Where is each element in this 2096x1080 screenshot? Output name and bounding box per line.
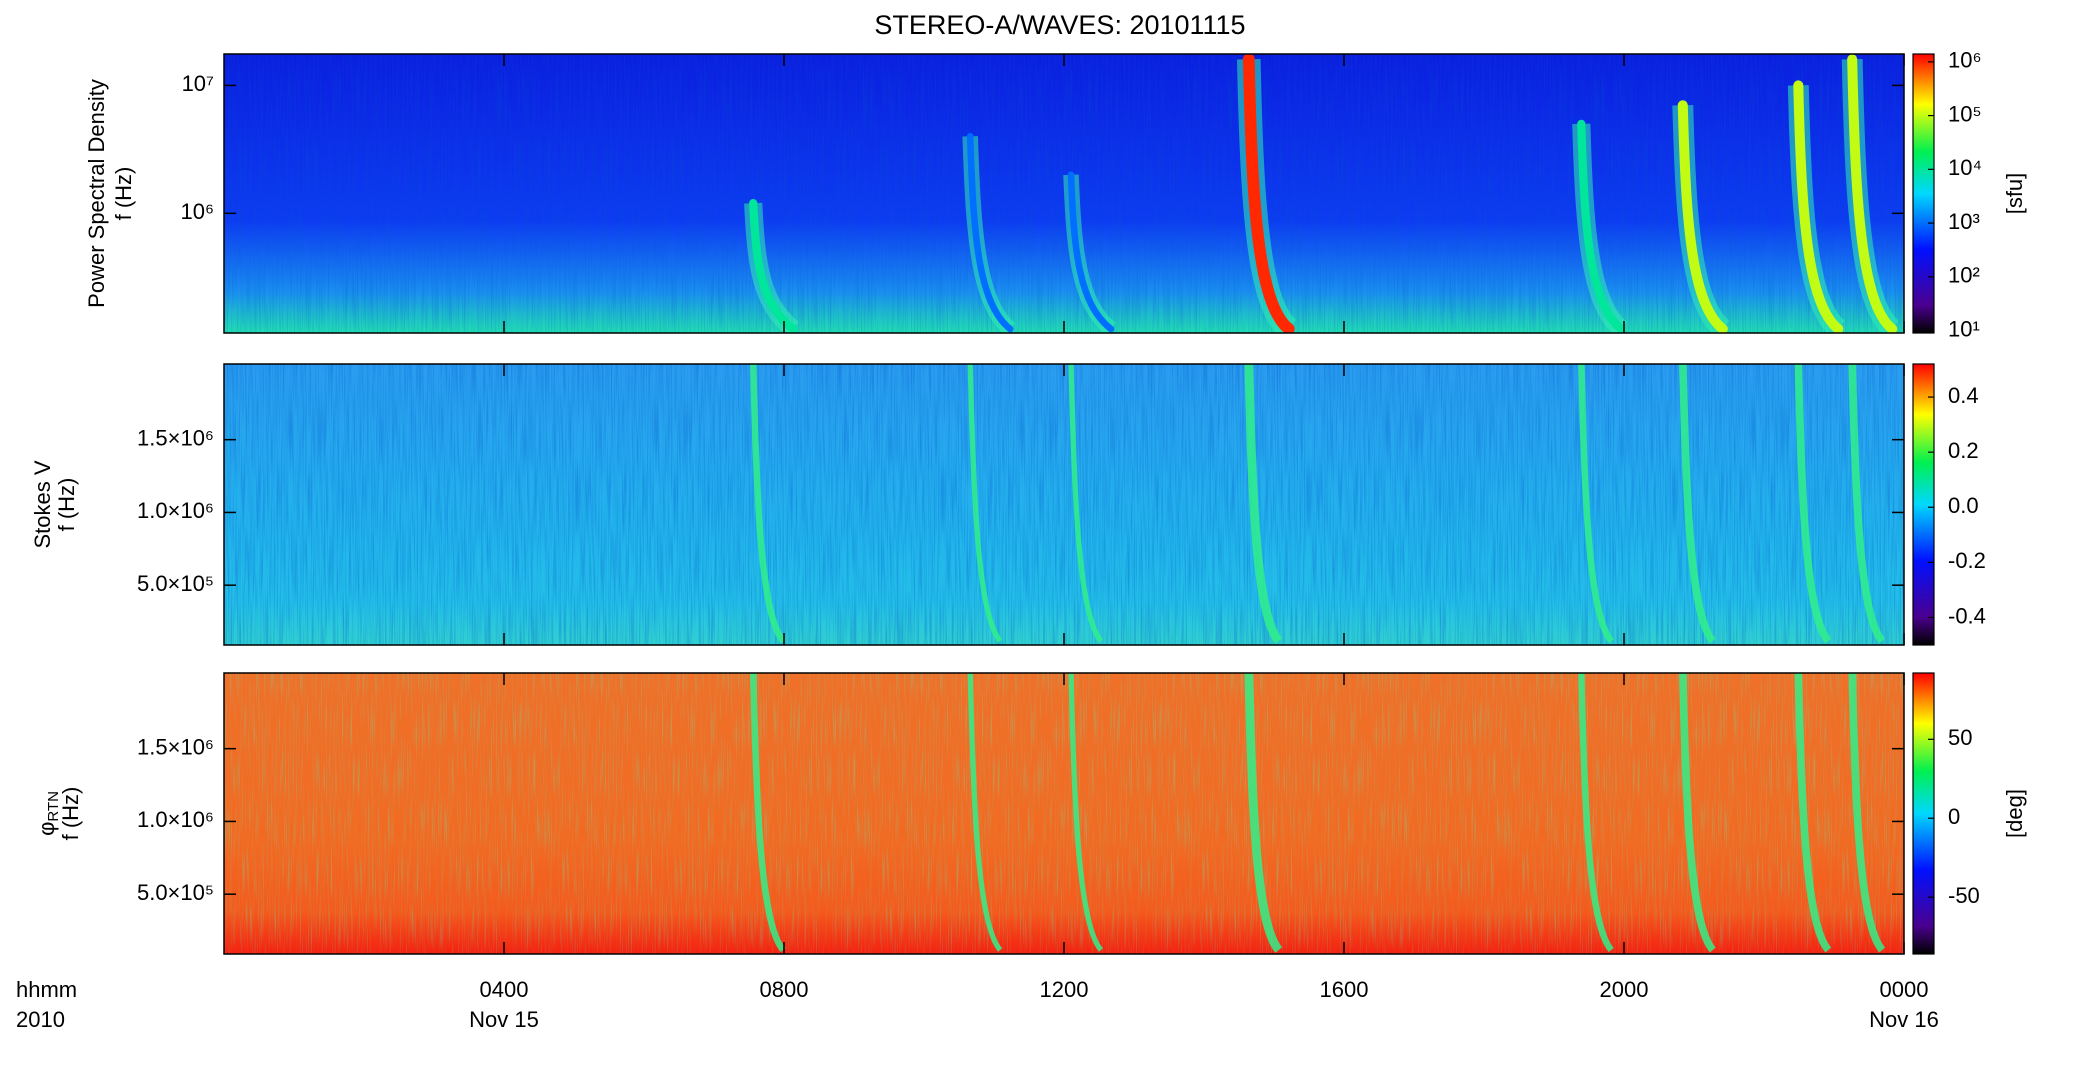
colorbar-tick-label: 10⁴ bbox=[1948, 155, 1982, 180]
colorbar-tick-label: 0.4 bbox=[1948, 383, 1979, 408]
y-tick-label: 1.0×10⁶ bbox=[137, 498, 214, 523]
y-axis-label-main: φ bbox=[34, 822, 59, 836]
y-axis-unit: f (Hz) bbox=[54, 478, 79, 532]
x-date-label: Nov 16 bbox=[1869, 1007, 1939, 1032]
colorbar-tick-label: 10⁵ bbox=[1948, 101, 1982, 126]
burst bbox=[1848, 364, 1886, 644]
colorbar-tick-label: -0.2 bbox=[1948, 548, 1986, 573]
colorbar-tick-label: 10² bbox=[1948, 263, 1980, 288]
burst bbox=[1244, 364, 1283, 644]
y-axis-label-subscript: RTN bbox=[45, 791, 62, 822]
burst bbox=[1067, 171, 1115, 333]
burst bbox=[750, 673, 786, 953]
colorbar-tick-label: 10⁶ bbox=[1948, 48, 1982, 73]
y-axis-label-main: Stokes V bbox=[30, 460, 55, 548]
y-tick-label: 5.0×10⁵ bbox=[137, 880, 214, 905]
burst bbox=[1793, 80, 1844, 333]
colorbar-tick-label: -50 bbox=[1948, 883, 1980, 908]
burst bbox=[1848, 673, 1886, 953]
x-tick-label: 1200 bbox=[1040, 977, 1089, 1002]
x-tick-label: 0400 bbox=[480, 977, 529, 1002]
burst bbox=[750, 364, 786, 644]
colorbar bbox=[1912, 53, 1935, 334]
y-tick-label: 10⁷ bbox=[182, 71, 214, 96]
colorbar-tick-label: 0 bbox=[1948, 804, 1960, 829]
y-tick-label: 1.0×10⁶ bbox=[137, 807, 214, 832]
bursts bbox=[750, 364, 1886, 644]
burst bbox=[1578, 673, 1614, 953]
burst bbox=[1679, 673, 1716, 953]
burst bbox=[1679, 364, 1716, 644]
colorbar-tick-label: 10³ bbox=[1948, 209, 1980, 234]
y-tick-label: 10⁶ bbox=[180, 199, 214, 224]
x-tick-label: 1600 bbox=[1320, 977, 1369, 1002]
x-axis-label: 2010 bbox=[16, 1007, 65, 1032]
burst bbox=[967, 364, 1003, 643]
burst bbox=[1244, 673, 1283, 953]
y-axis-label: φRTN bbox=[34, 791, 62, 836]
chart-title: STEREO-A/WAVES: 20101115 bbox=[874, 10, 1245, 40]
x-axis-label: hhmm bbox=[16, 977, 77, 1002]
colorbar-tick-label: 0.2 bbox=[1948, 438, 1979, 463]
colorbar-tick-label: 10¹ bbox=[1948, 316, 1980, 341]
colorbar-label: [deg] bbox=[2002, 789, 2027, 838]
y-axis-label: Power Spectral Density bbox=[84, 79, 109, 308]
burst bbox=[1578, 364, 1614, 644]
colorbar-tick-label: 50 bbox=[1948, 725, 1972, 750]
y-axis-unit: f (Hz) bbox=[111, 167, 136, 221]
burst bbox=[1242, 54, 1295, 333]
burst bbox=[1794, 364, 1832, 644]
x-tick-label: 0000 bbox=[1880, 977, 1929, 1002]
colorbar bbox=[1912, 672, 1935, 955]
burst bbox=[1677, 100, 1728, 333]
y-tick-label: 1.5×10⁶ bbox=[137, 425, 214, 450]
spectrogram-noise bbox=[224, 364, 1904, 645]
bursts bbox=[750, 673, 1886, 953]
spectrogram-noise bbox=[224, 673, 1904, 954]
colorbar-tick-label: -0.4 bbox=[1948, 603, 1986, 628]
burst bbox=[1847, 54, 1898, 333]
y-axis-unit: f (Hz) bbox=[58, 787, 83, 841]
colorbar-label: [sfu] bbox=[2002, 173, 2027, 215]
burst bbox=[1068, 673, 1104, 952]
colorbar-tick-label: 0.0 bbox=[1948, 493, 1979, 518]
y-tick-label: 1.5×10⁶ bbox=[137, 734, 214, 759]
y-axis-label: Stokes V bbox=[30, 460, 55, 548]
colorbar bbox=[1912, 363, 1935, 646]
x-tick-label: 0800 bbox=[760, 977, 809, 1002]
spectrogram-noise bbox=[224, 54, 1904, 333]
y-axis-label-main: Power Spectral Density bbox=[84, 79, 109, 308]
y-tick-label: 5.0×10⁵ bbox=[137, 571, 214, 596]
burst bbox=[749, 199, 798, 333]
x-tick-label: 2000 bbox=[1600, 977, 1649, 1002]
burst bbox=[1794, 673, 1832, 953]
x-date-label: Nov 15 bbox=[469, 1007, 539, 1032]
burst bbox=[1068, 364, 1104, 643]
burst bbox=[966, 133, 1014, 333]
burst bbox=[1577, 119, 1626, 333]
bursts bbox=[744, 54, 1900, 333]
burst bbox=[967, 673, 1003, 952]
